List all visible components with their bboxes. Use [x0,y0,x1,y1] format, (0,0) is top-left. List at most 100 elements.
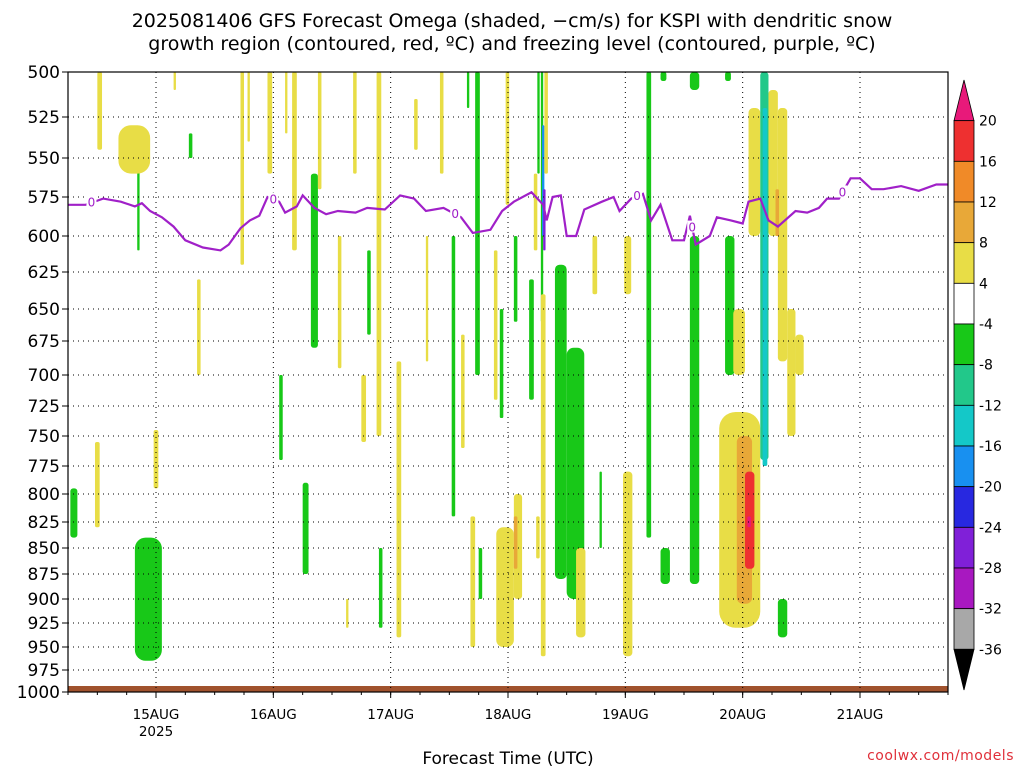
plot-area: 0 0 0 0 0 0 [68,72,948,692]
y-tick-label: 775 [28,457,60,477]
omega-shaded-region [70,488,78,538]
freezing-level-label: 0 [88,196,96,210]
omega-shaded-region [247,72,250,142]
omega-shaded-region [496,527,514,647]
omega-shaded-region [777,108,788,362]
y-tick-label: 600 [28,227,60,247]
colorbar-label: -20 [979,480,1002,496]
omega-shaded-region [461,334,465,448]
omega-shaded-region [153,430,159,489]
freezing-label-bg [837,185,848,198]
omega-shaded-region [470,516,476,647]
omega-shaded-region [425,236,429,362]
y-tick-label: 675 [28,332,60,352]
omega-shaded-region [478,548,483,599]
freezing-label-bg [632,189,643,202]
y-tick-label: 925 [28,614,60,634]
y-tick-label: 900 [28,590,60,610]
freezing-label-bg [268,192,279,205]
colorbar-label: -4 [979,317,993,333]
omega-shaded-region [733,309,746,375]
colorbar-label: -12 [979,398,1002,414]
omega-shaded-region [493,250,498,400]
omega-shaded-region [292,72,297,251]
colorbar-cell [953,323,975,366]
colorbar-cell [953,608,975,650]
colorbar-label: -28 [979,561,1002,577]
y-tick-label: 950 [28,638,60,658]
colorbar-label: 20 [979,114,997,130]
omega-shaded-region [451,236,456,517]
colorbar-cell [953,486,975,528]
omega-shaded-region [267,72,273,174]
omega-shaded-region [725,236,735,375]
freezing-level-label: 0 [451,207,459,221]
omega-shaded-region [188,133,193,158]
omega-shaded-region [94,442,100,528]
y-tick-label: 1000 [17,683,60,703]
omega-shaded-region [775,189,780,236]
y-tick-label: 825 [28,513,60,533]
omega-shaded-region [285,72,288,134]
colorbar-label: -8 [979,358,993,374]
freezing-level-label: 0 [839,185,847,199]
y-tick-label: 875 [28,565,60,585]
omega-shaded-region [554,264,567,579]
omega-shaded-region [466,72,470,108]
colorbar-label: 8 [979,236,988,252]
colorbar-label: -36 [979,642,1002,658]
omega-shaded-region [513,516,518,569]
y-tick-label: 700 [28,366,60,386]
freezing-label-bg [86,195,97,208]
omega-shaded-region [660,548,670,584]
y-tick-label: 625 [28,263,60,283]
freezing-level-label: 0 [270,192,278,206]
freezing-label-bg [450,207,461,220]
omega-shaded-region [197,279,201,375]
y-tick-label: 575 [28,188,60,208]
y-tick-label: 750 [28,427,60,447]
omega-shaded-region [747,516,751,528]
omega-shaded-region [505,72,510,205]
colorbar-cell [953,160,975,203]
omega-shaded-region [302,482,309,574]
colorbar-cell [953,404,975,447]
y-tick-label: 850 [28,539,60,559]
colorbar-label: 12 [979,195,997,211]
omega-shaded-region [439,72,444,174]
colorbar: 20 16 12 8 4 -4 -8 -12 -16 -20 -24 -28 -32 -36 [953,79,1002,691]
omega-shaded-region [540,294,546,657]
x-axis-label: Forecast Time (UTC) [422,749,593,768]
watermark: coolwx.com/models [867,748,1014,764]
omega-shaded-region [646,72,652,538]
y-tick-label: 525 [28,108,60,128]
omega-shaded-region [414,99,418,150]
ground-strip [68,686,948,692]
y-tick-label: 725 [28,397,60,417]
colorbar-cell [953,242,975,284]
x-tick-label: 15AUG [133,707,180,723]
x-tick-label: 20AUG [719,707,766,723]
omega-shaded-region [173,72,176,90]
x-tick-label: 21AUG [837,707,884,723]
omega-shaded-region [337,236,342,369]
omega-shaded-region [725,72,731,81]
omega-shaded-region [367,250,371,335]
omega-shaded-region [279,375,283,460]
omega-shaded-region [543,189,546,251]
omega-shaded-region [768,90,778,236]
colorbar-label: -32 [979,602,1002,618]
colorbar-label: -24 [979,520,1002,536]
y-tick-label: 500 [28,63,60,83]
omega-shaded-region [777,599,788,638]
omega-shaded-region [346,599,349,628]
omega-shaded-region [97,72,103,150]
colorbar-cell [953,120,975,162]
omega-shaded-region [529,279,534,400]
omega-shaded-region [689,72,700,90]
omega-shaded-region [475,72,480,375]
omega-shaded-region [599,471,602,548]
x-tick-sublabel: 2025 [139,724,173,740]
freezing-level-label: 0 [633,189,641,203]
omega-shaded-region [762,108,768,466]
